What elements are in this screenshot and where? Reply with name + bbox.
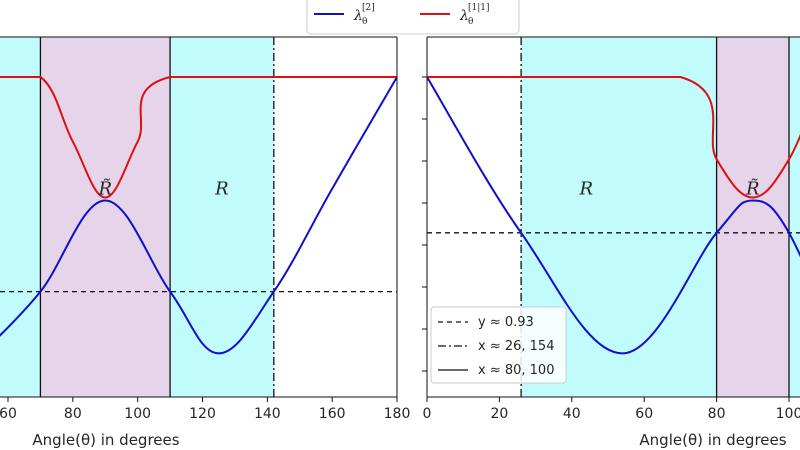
legend-subscript: θ	[362, 17, 367, 27]
x-tick-label: 100	[776, 406, 800, 422]
x-tick-label: 100	[124, 406, 151, 422]
region-cyan	[0, 37, 41, 397]
series-lambda-1-1	[427, 75, 800, 199]
region-cyan	[170, 37, 274, 397]
legend-superscript: [1|1]	[468, 3, 490, 13]
inner-legend-box	[430, 306, 567, 384]
region-pink	[40, 37, 171, 397]
inner-legend: y ≈ 0.93 x ≈ 26, 154 x ≈ 80, 100	[430, 306, 567, 384]
series-lambda-1-1	[0, 75, 397, 199]
legend-superscript: [2]	[362, 3, 375, 13]
panel-left: R̃ R 60 80 100 120 140 160 180 Angle(θ) in degree…	[0, 36, 411, 449]
x-tick-label: 0	[423, 406, 432, 422]
x-axis-title: Angle(θ) in degrees	[32, 431, 179, 449]
region-label: R̃	[745, 177, 760, 199]
x-tick-label: 160	[319, 406, 346, 422]
x-tick-label: 80	[64, 406, 82, 422]
inner-legend-label: x ≈ 80, 100	[478, 363, 554, 378]
legend-symbol: λ	[459, 8, 469, 24]
x-axis-title: Angle(θ) in degrees	[639, 431, 786, 449]
x-tick-label: 180	[384, 406, 411, 422]
axes-frame: 60 80 100 120 140 160 180	[0, 36, 411, 422]
region-label: R̃	[97, 177, 112, 199]
top-legend: λ θ[2] λ θ[1|1]	[306, 0, 520, 35]
region-label: R	[214, 179, 229, 200]
x-tick-label: 40	[563, 406, 581, 422]
legend-symbol: λ	[353, 8, 363, 24]
x-tick-label: 120	[189, 406, 216, 422]
x-tick-label: 60	[635, 406, 653, 422]
plot-area: R̃ R	[0, 37, 397, 397]
plot-area: R R̃	[427, 37, 800, 397]
panel-right: R R̃ 0 20 40 60 80 100 Angle(θ) in degrees y ≈ 0.…	[422, 36, 800, 449]
top-legend-box	[306, 0, 520, 35]
x-tick-label: 60	[0, 406, 17, 422]
region-cyan	[789, 37, 800, 397]
axes-frame: 0 20 40 60 80 100	[422, 36, 800, 422]
x-tick-label: 20	[490, 406, 508, 422]
series-lambda-2	[0, 76, 397, 355]
x-tick-label: 80	[708, 406, 726, 422]
x-tick-label: 140	[254, 406, 281, 422]
inner-legend-label: y ≈ 0.93	[478, 315, 534, 330]
series-lambda-2	[427, 76, 800, 355]
inner-legend-label: x ≈ 26, 154	[478, 339, 554, 354]
region-label: R	[578, 179, 593, 200]
legend-subscript: θ	[468, 17, 473, 27]
